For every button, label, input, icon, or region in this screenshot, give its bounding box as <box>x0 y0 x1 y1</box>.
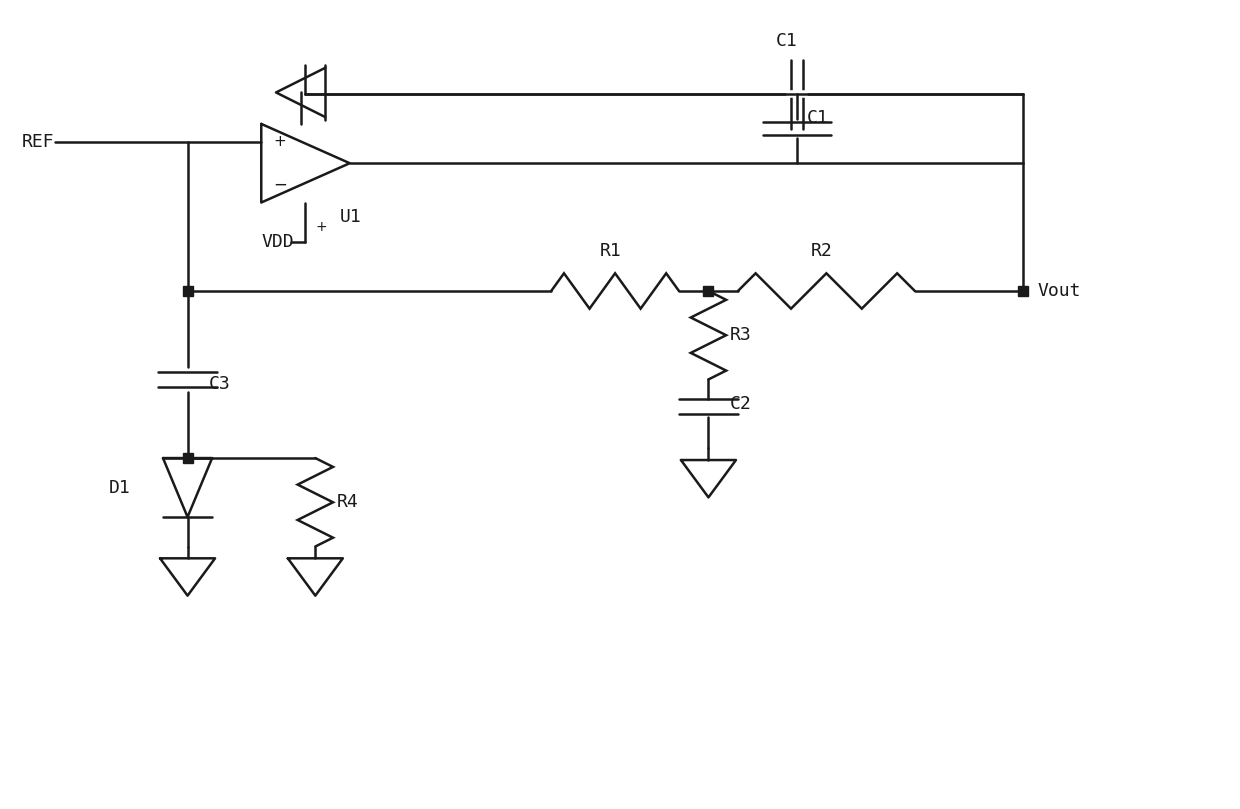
Text: R3: R3 <box>730 326 751 344</box>
Text: +: + <box>315 220 327 234</box>
Text: U1: U1 <box>340 208 362 227</box>
Text: +: + <box>273 134 285 149</box>
Text: R2: R2 <box>811 242 832 260</box>
Text: R4: R4 <box>337 493 358 511</box>
Text: REF: REF <box>22 133 55 150</box>
Text: C3: C3 <box>210 375 231 393</box>
Text: D1: D1 <box>109 479 130 497</box>
Text: C1: C1 <box>807 109 828 127</box>
Text: VDD: VDD <box>262 233 294 251</box>
Text: Vout: Vout <box>1038 282 1081 300</box>
Text: C2: C2 <box>730 395 751 413</box>
Text: −: − <box>273 176 286 194</box>
Text: R1: R1 <box>599 242 621 260</box>
Text: C1: C1 <box>776 32 799 50</box>
